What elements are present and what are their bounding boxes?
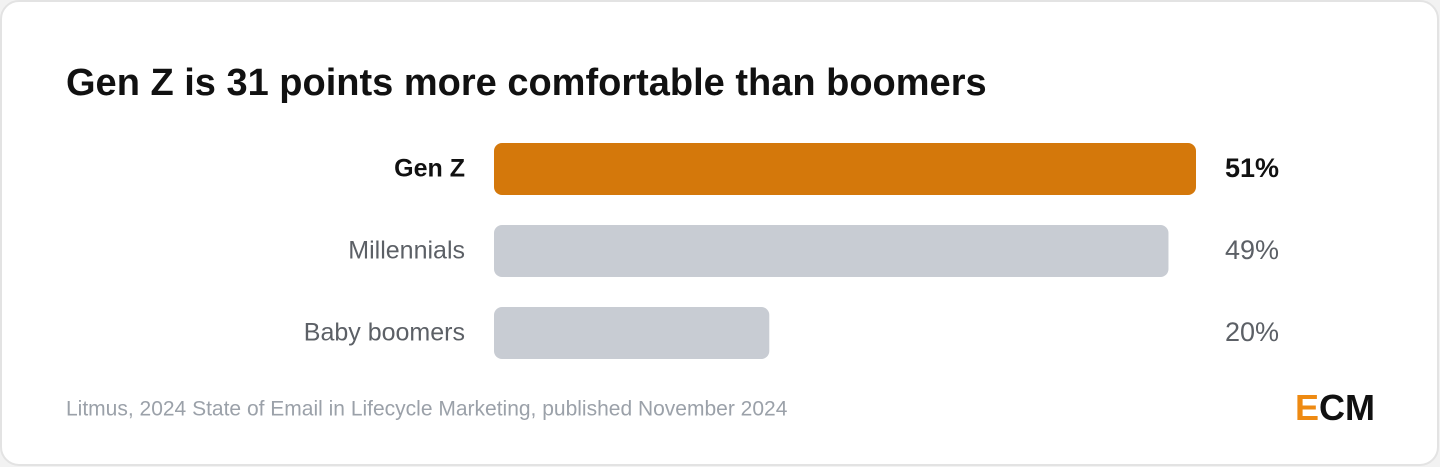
value-label: 20% — [1225, 317, 1279, 347]
value-label: 49% — [1225, 235, 1279, 265]
value-label: 51% — [1225, 153, 1279, 183]
logo-accent: E — [1295, 387, 1319, 428]
source: Litmus, 2024 State of Email in Lifecycle… — [66, 398, 788, 421]
logo: ECM — [1295, 387, 1375, 428]
category-label: Gen Z — [394, 155, 465, 183]
logo-rest: CM — [1319, 387, 1375, 428]
bar — [494, 307, 770, 359]
chart-title: Gen Z is 31 points more comfortable than… — [66, 62, 987, 104]
bar — [494, 225, 1169, 277]
category-label: Baby boomers — [304, 319, 465, 347]
category-label: Millennials — [348, 237, 465, 265]
bar — [494, 143, 1196, 195]
